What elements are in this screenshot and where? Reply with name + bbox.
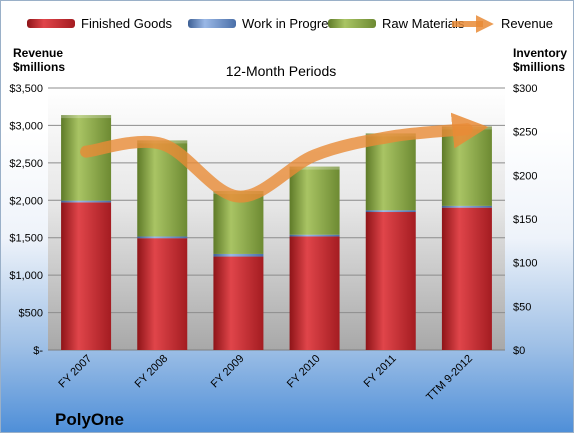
- left-tick-label: $2,000: [9, 195, 43, 207]
- legend-label-work-in-progress: Work in Progress: [242, 16, 342, 31]
- x-tick-label: FY 2011: [362, 353, 399, 390]
- right-tick-label: $150: [513, 214, 537, 226]
- bar-work-in-progress: [365, 210, 416, 213]
- bar-work-in-progress: [213, 253, 264, 257]
- legend-item-finished-goods: Finished Goods: [27, 16, 173, 31]
- legend: Finished Goods Work in Progress Raw Mate…: [27, 15, 553, 33]
- legend-item-work-in-progress: Work in Progress: [188, 16, 342, 31]
- right-tick-label: $50: [513, 301, 531, 313]
- x-tick-label: TTM 9-2012: [424, 353, 475, 404]
- left-tick-label: $1,000: [9, 270, 43, 282]
- bar-finished-goods: [213, 256, 264, 350]
- left-axis-ticks: $- $500 $1,000 $1,500 $2,000 $2,500 $3,000 $3,5…: [9, 83, 43, 357]
- right-axis-ticks: $0 $50 $100 $150 $200 $250 $300: [513, 83, 537, 357]
- right-axis-label-line2: $millions: [513, 60, 565, 74]
- x-axis-ticks: FY 2007 FY 2008 FY 2009 FY 2010 FY 2011 TTM 9…: [56, 353, 475, 404]
- legend-item-raw-materials: Raw Materials: [328, 16, 465, 31]
- right-tick-label: $0: [513, 345, 525, 357]
- left-axis-label-line1: Revenue: [13, 46, 63, 60]
- bar-work-in-progress: [289, 234, 340, 237]
- legend-swatch-raw-materials: [328, 19, 376, 28]
- x-tick-label: FY 2008: [133, 353, 171, 391]
- right-tick-label: $250: [513, 127, 537, 139]
- revenue-line: [80, 112, 489, 203]
- legend-item-revenue: Revenue: [452, 15, 553, 33]
- left-tick-label: $1,500: [9, 233, 43, 245]
- bar-finished-goods: [441, 207, 492, 350]
- revenue-line-path: [80, 112, 489, 203]
- bar-finished-goods: [137, 238, 188, 350]
- right-axis-label-line1: Inventory: [513, 46, 567, 60]
- left-tick-label: $500: [19, 308, 43, 320]
- x-tick-label: FY 2010: [285, 353, 323, 391]
- bar-raw-materials: [441, 126, 492, 206]
- bar-work-in-progress: [61, 200, 112, 203]
- legend-label-raw-materials: Raw Materials: [382, 16, 465, 31]
- company-name: PolyOne: [55, 410, 124, 429]
- left-axis-label-line2: $millions: [13, 60, 65, 74]
- x-tick-label: FY 2007: [56, 353, 94, 391]
- left-tick-label: $3,500: [9, 83, 43, 95]
- left-tick-label: $3,000: [9, 120, 43, 132]
- bar-finished-goods: [365, 212, 416, 350]
- legend-swatch-finished-goods: [27, 19, 75, 28]
- gridlines: [48, 87, 505, 314]
- bar-work-in-progress: [137, 236, 188, 239]
- bar-raw-materials: [61, 115, 112, 201]
- bar-finished-goods: [289, 236, 340, 350]
- legend-label-finished-goods: Finished Goods: [81, 16, 173, 31]
- bar-work-in-progress: [441, 205, 492, 208]
- chart-title: 12-Month Periods: [226, 63, 337, 79]
- left-tick-label: $2,500: [9, 158, 43, 170]
- left-tick-label: $-: [33, 345, 43, 357]
- bar-raw-materials: [365, 133, 416, 211]
- bar-raw-materials: [289, 166, 340, 235]
- right-tick-label: $100: [513, 258, 537, 270]
- right-tick-label: $300: [513, 83, 537, 95]
- legend-label-revenue: Revenue: [501, 16, 553, 31]
- bar-top-highlight: [289, 166, 340, 170]
- bar-top-highlight: [61, 115, 112, 119]
- x-tick-label: FY 2009: [209, 353, 247, 391]
- legend-swatch-work-in-progress: [188, 19, 236, 28]
- bars: [61, 115, 492, 350]
- right-tick-label: $200: [513, 170, 537, 182]
- bar-finished-goods: [61, 202, 112, 350]
